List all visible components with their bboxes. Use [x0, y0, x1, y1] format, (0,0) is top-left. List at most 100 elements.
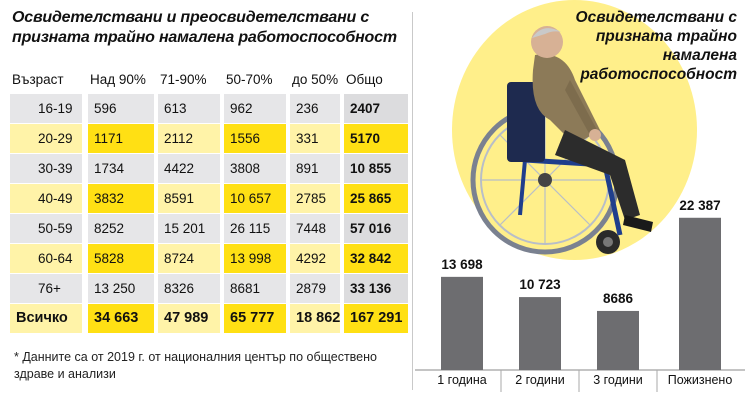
table-row-label: 60-64 [38, 251, 73, 266]
bar-value-label: 22 387 [679, 197, 721, 213]
table-cell-bg [88, 184, 154, 213]
table-cell-bg [224, 124, 286, 153]
table-cell-bg [344, 184, 408, 213]
table-cell-bg [88, 274, 154, 303]
table-cell: 3808 [230, 161, 261, 176]
table-cell-bg [158, 94, 220, 123]
table-cell-bg [10, 154, 82, 183]
table-cell-bg [224, 94, 286, 123]
table-cell-bg [290, 274, 340, 303]
footnote: * Данните са от 2019 г. от националния ц… [14, 350, 377, 381]
table-cell-bg [224, 184, 286, 213]
table-cell: 2879 [296, 281, 327, 296]
category-label: 2 години [515, 373, 565, 387]
table-cell-bg [158, 214, 220, 243]
table-cell: 26 115 [230, 221, 271, 236]
table-row: 60-64 5828 8724 13 998 4292 32 842 [6, 244, 408, 273]
table-cell: 13 250 [94, 281, 136, 296]
table-cell: 8326 [164, 281, 195, 296]
table-header-0: Възраст [12, 72, 64, 87]
bar-chart-svg [415, 217, 745, 392]
table-row: Всичко 34 663 47 989 65 777 18 862 167 291 [6, 304, 408, 333]
table-cell: 596 [94, 101, 117, 116]
bar-value-label: 10 723 [519, 277, 561, 293]
table-row-label: 40-49 [38, 191, 73, 206]
table-cell: 18 862 [296, 310, 341, 326]
table-cell-bg [88, 94, 154, 123]
table-cell-bg [224, 154, 286, 183]
table-cell: 3832 [94, 191, 125, 206]
table-row: 30-39 1734 4422 3808 891 10 855 [6, 154, 408, 183]
table-cell: 15 201 [164, 221, 206, 236]
table-row: 16-19 596 613 962 236 2407 [6, 94, 408, 123]
table-row-label: 50-59 [38, 221, 73, 236]
table-header-1: Над 90% [90, 72, 146, 87]
table-cell-bg [10, 244, 82, 273]
table-cell-bg [290, 304, 340, 333]
table-cell-bg [158, 304, 220, 333]
table-row-label: Всичко [16, 310, 68, 326]
table-cell: 5170 [350, 131, 381, 146]
table-cell-bg [344, 154, 408, 183]
table-cell: 331 [296, 131, 319, 146]
table-cell-bg [344, 304, 408, 333]
table-cell-bg [224, 214, 286, 243]
table-cell-bg [290, 214, 340, 243]
table-cell: 1171 [94, 131, 124, 146]
table-header-4: до 50% [292, 72, 339, 87]
table-cell: 8681 [230, 281, 261, 296]
table-cell-bg [10, 124, 82, 153]
table-cell: 65 777 [230, 310, 275, 326]
right-chart-title: Освидетелствани с призната трайно намале… [575, 9, 737, 83]
table-cell-bg [88, 124, 154, 153]
bar-2 [597, 310, 639, 370]
table-cell-bg [10, 304, 82, 333]
table-cell: 2112 [164, 131, 194, 146]
table-cell-bg [344, 94, 408, 123]
table-cell: 2785 [296, 191, 327, 206]
table-cell: 10 657 [230, 191, 272, 206]
bar-value-label: 8686 [602, 290, 634, 306]
table-cell: 4422 [164, 161, 195, 176]
table-row-label: 76+ [38, 281, 61, 296]
table-cell-bg [290, 154, 340, 183]
category-label: 3 години [593, 373, 643, 387]
table-cell-bg [158, 124, 220, 153]
table-cell-bg [344, 214, 408, 243]
table-cell: 2407 [350, 101, 381, 116]
table-cell: 13 998 [230, 251, 272, 266]
table-cell: 891 [296, 161, 319, 176]
table-row: 76+ 13 250 8326 8681 2879 33 136 [6, 274, 408, 303]
table-cell-bg [290, 124, 340, 153]
table-row: 40-49 3832 8591 10 657 2785 25 865 [6, 184, 408, 213]
table-cell: 33 136 [350, 281, 392, 296]
table-cell-bg [344, 244, 408, 273]
table-cell: 8724 [164, 251, 195, 266]
table-cell: 47 989 [164, 310, 209, 326]
table-row-label: 20-29 [38, 131, 73, 146]
table-cell-bg [224, 274, 286, 303]
table-cell-bg [224, 244, 286, 273]
table-cell-bg [290, 94, 340, 123]
table-cell-bg [88, 154, 154, 183]
table-cell-bg [158, 154, 220, 183]
table-cell: 4292 [296, 251, 327, 266]
table-row: 20-29 1171 2112 1556 331 5170 [6, 124, 408, 153]
table-row: 50-59 8252 15 201 26 115 7448 57 016 [6, 214, 408, 243]
table-cell-bg [88, 214, 154, 243]
bar-1 [519, 297, 561, 370]
table-cell-bg [158, 184, 220, 213]
bar-value-label: 13 698 [441, 256, 483, 272]
table-cell-bg [290, 184, 340, 213]
table-cell: 8591 [164, 191, 195, 206]
wheelchair-person-illustration [470, 26, 653, 255]
table-cell: 962 [230, 101, 253, 116]
table-cell: 8252 [94, 221, 125, 236]
table-cell-bg [158, 244, 220, 273]
table-cell-bg [290, 244, 340, 273]
left-title: Освидетелствани и преосвидетелствани с п… [12, 9, 397, 46]
bar-3 [679, 217, 721, 370]
category-label: Пожизнено [667, 373, 733, 387]
table-header-3: 50-70% [226, 72, 273, 87]
table-cell-bg [10, 274, 82, 303]
